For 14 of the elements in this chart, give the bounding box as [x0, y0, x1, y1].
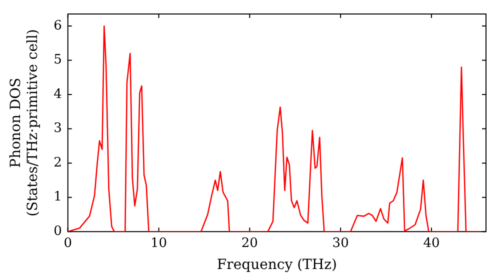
x-tick-label: 0 [64, 236, 72, 251]
y-tick-label: 0 [54, 224, 62, 239]
y-tick-label: 1 [54, 190, 62, 205]
y-tick-label: 6 [54, 18, 62, 34]
x-tick-label: 20 [241, 236, 258, 251]
x-tick-label: 30 [332, 236, 349, 251]
x-tick-label: 40 [423, 236, 440, 251]
y-axis-title: Phonon DOS (States/THz·primitive cell) [8, 29, 41, 216]
y-tick-label: 2 [54, 155, 62, 170]
y-tick-label: 3 [54, 121, 62, 136]
x-tick-label: 10 [150, 236, 168, 251]
y-tick-label: 5 [54, 52, 62, 68]
x-axis-title: Frequency (THz) [216, 257, 337, 274]
y-tick-label: 4 [54, 86, 62, 102]
